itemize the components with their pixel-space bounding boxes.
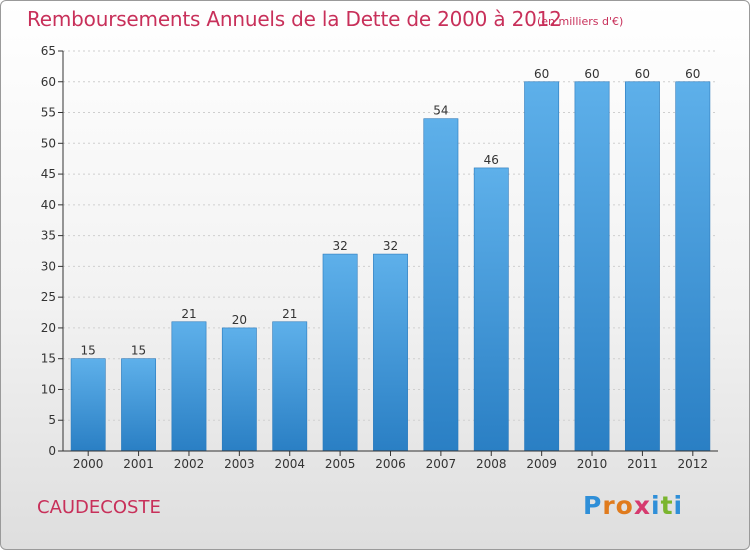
y-tick-label: 60 bbox=[41, 75, 56, 89]
y-tick-label: 50 bbox=[41, 136, 56, 150]
logo-letter: i bbox=[651, 491, 661, 520]
value-label: 32 bbox=[383, 239, 398, 253]
value-label: 54 bbox=[433, 104, 448, 118]
logo-letter: P bbox=[583, 491, 603, 520]
value-label: 60 bbox=[534, 67, 549, 81]
y-tick-label: 0 bbox=[48, 444, 56, 458]
y-tick-label: 45 bbox=[41, 167, 56, 181]
x-tick-label: 2008 bbox=[476, 457, 507, 471]
y-tick-label: 40 bbox=[41, 198, 56, 212]
x-tick-label: 2012 bbox=[678, 457, 709, 471]
bar bbox=[121, 358, 157, 452]
y-tick-label: 10 bbox=[41, 382, 56, 396]
value-label: 32 bbox=[332, 239, 347, 253]
axes: 0 5 10 15 20 25 30 35 40 45 50 55 60 65 2000 2001 2002 20… bbox=[41, 44, 718, 471]
y-tick-label: 30 bbox=[41, 259, 56, 273]
bar bbox=[171, 321, 207, 452]
value-label: 21 bbox=[282, 307, 297, 321]
y-tick-label: 5 bbox=[48, 413, 56, 427]
value-label: 15 bbox=[131, 344, 146, 358]
bar bbox=[221, 327, 257, 452]
logo-letter: o bbox=[615, 491, 634, 520]
bar bbox=[574, 81, 610, 452]
bar bbox=[675, 81, 711, 452]
value-labels: 15 15 21 20 21 32 32 54 46 60 60 60 60 bbox=[81, 67, 701, 358]
x-tick-label: 2010 bbox=[577, 457, 608, 471]
x-tick-label: 2001 bbox=[123, 457, 154, 471]
chart-title: Remboursements Annuels de la Dette de 20… bbox=[27, 7, 562, 31]
bar bbox=[373, 253, 408, 452]
y-tick-label: 15 bbox=[41, 352, 56, 366]
y-tick-label: 25 bbox=[41, 290, 56, 304]
commune-name: CAUDECOSTE bbox=[37, 497, 161, 518]
logo-letter: i bbox=[673, 491, 684, 520]
x-tick-label: 2009 bbox=[526, 457, 557, 471]
bar bbox=[473, 167, 509, 452]
logo-letter: x bbox=[633, 491, 651, 520]
bar bbox=[524, 81, 560, 452]
bar bbox=[423, 118, 459, 452]
bar bbox=[322, 253, 358, 452]
unit-label: (en milliers d'€) bbox=[537, 15, 624, 28]
x-tick-label: 2003 bbox=[224, 457, 255, 471]
bar bbox=[272, 321, 308, 452]
x-tick-label: 2000 bbox=[73, 457, 104, 471]
x-tick-label: 2006 bbox=[375, 457, 406, 471]
bar bbox=[70, 358, 106, 452]
value-label: 60 bbox=[635, 67, 650, 81]
bar bbox=[624, 81, 660, 452]
value-label: 60 bbox=[584, 67, 599, 81]
value-label: 60 bbox=[685, 67, 700, 81]
bars bbox=[70, 81, 711, 452]
y-tick-label: 35 bbox=[41, 229, 56, 243]
value-label: 46 bbox=[484, 153, 499, 167]
x-tick-label: 2005 bbox=[325, 457, 356, 471]
y-tick-label: 65 bbox=[41, 44, 56, 58]
y-tick-label: 55 bbox=[41, 106, 56, 120]
value-label: 15 bbox=[81, 344, 96, 358]
value-label: 20 bbox=[232, 313, 247, 327]
x-tick-label: 2007 bbox=[426, 457, 457, 471]
x-tick-label: 2011 bbox=[627, 457, 658, 471]
x-tick-label: 2004 bbox=[274, 457, 305, 471]
y-tick-label: 20 bbox=[41, 321, 56, 335]
value-label: 21 bbox=[181, 307, 196, 321]
x-tick-label: 2002 bbox=[174, 457, 205, 471]
logo-letter: r bbox=[602, 491, 616, 520]
proxiti-logo[interactable]: Proxiti bbox=[583, 491, 683, 520]
logo-letter: t bbox=[660, 491, 674, 520]
